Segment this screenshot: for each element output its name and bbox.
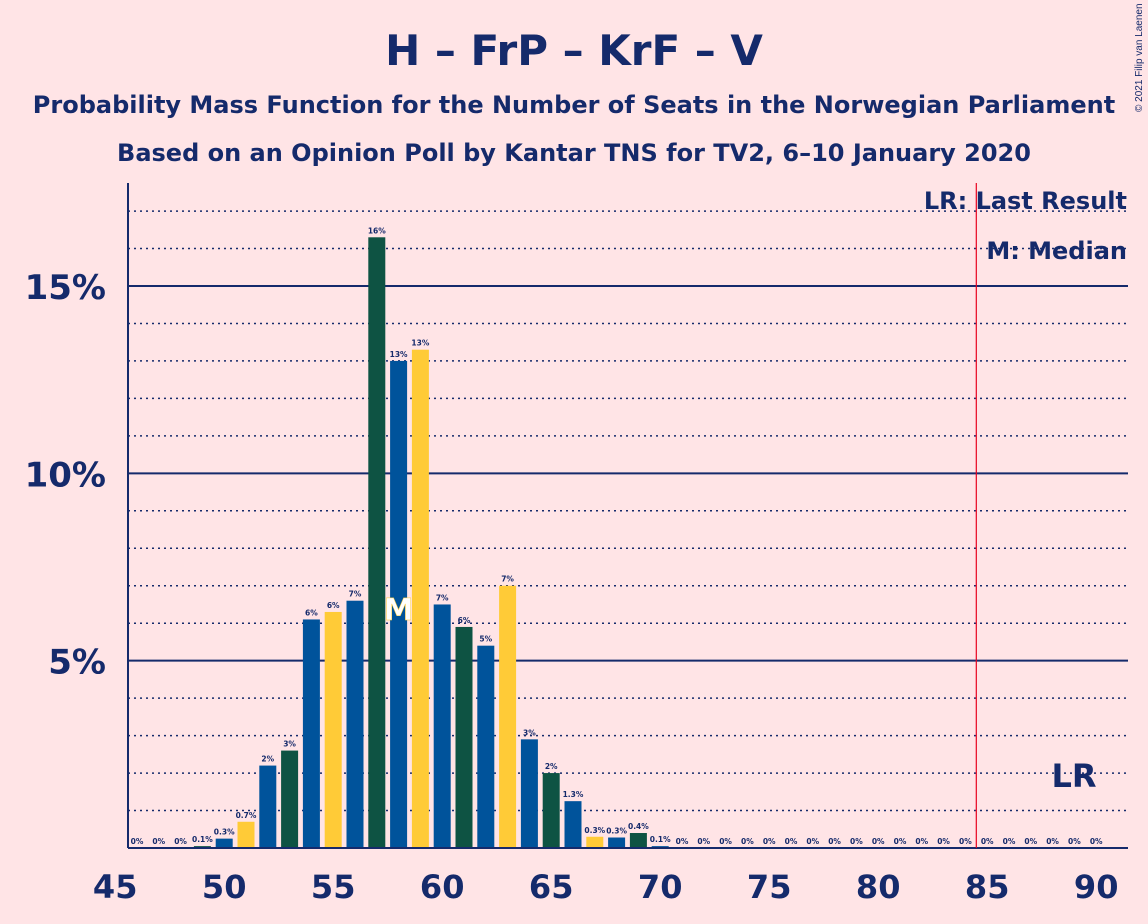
bar-label-seat-78: 0%	[828, 837, 841, 846]
bar-label-seat-83: 0%	[937, 837, 950, 846]
bar-label-seat-87: 0%	[1024, 837, 1037, 846]
bar-label-seat-62: 5%	[479, 635, 492, 644]
bar-label-seat-50: 0.3%	[214, 828, 235, 837]
chart-subtitle-1: Probability Mass Function for the Number…	[33, 91, 1115, 119]
bar-seat-57	[368, 237, 386, 848]
x-tick-label-75: 75	[747, 868, 792, 906]
bar-label-seat-52: 2%	[261, 755, 274, 764]
bar-label-seat-90: 0%	[1090, 837, 1103, 846]
x-tick-label-65: 65	[529, 868, 574, 906]
bar-label-seat-70: 0.1%	[650, 835, 671, 844]
x-tick-label-70: 70	[638, 868, 683, 906]
bar-seat-66	[564, 801, 582, 848]
grid-lines	[128, 210, 1128, 812]
bar-label-seat-51: 0.7%	[236, 811, 257, 820]
median-marker: M	[384, 593, 414, 628]
bar-label-seat-81: 0%	[894, 837, 907, 846]
copyright-note: © 2021 Filip van Laenen	[1134, 3, 1145, 112]
bar-seat-62	[477, 645, 495, 848]
chart-subtitle-2: Based on an Opinion Poll by Kantar TNS f…	[117, 139, 1031, 167]
bar-label-seat-89: 0%	[1068, 837, 1081, 846]
bar-label-seat-68: 0.3%	[606, 827, 627, 836]
y-tick-label-5: 5%	[48, 643, 106, 683]
bar-seat-68	[608, 837, 626, 848]
bar-label-seat-48: 0%	[174, 837, 187, 846]
last-result-marker: LR	[1051, 757, 1096, 795]
bar-seat-61	[455, 626, 473, 848]
bar-seat-54	[302, 619, 320, 848]
bar-label-seat-77: 0%	[806, 837, 819, 846]
bar-seat-50	[215, 838, 233, 848]
bar-label-seat-53: 3%	[283, 740, 296, 749]
bar-label-seat-57: 16%	[368, 226, 386, 235]
markers: LR M	[383, 183, 1097, 848]
bar-seat-64	[520, 739, 538, 848]
bar-label-seat-60: 7%	[436, 593, 449, 602]
x-tick-label-55: 55	[311, 868, 356, 906]
bar-label-seat-86: 0%	[1003, 837, 1016, 846]
bar-label-seat-54: 6%	[305, 608, 318, 617]
bar-label-seat-46: 0%	[131, 837, 144, 846]
bar-seat-55	[324, 611, 342, 848]
chart-title: H – FrP – KrF – V	[385, 26, 763, 75]
bar-label-seat-65: 2%	[545, 762, 558, 771]
bar-label-seat-74: 0%	[741, 837, 754, 846]
bar-seat-60	[433, 604, 451, 848]
bars	[193, 237, 669, 848]
x-tick-label-50: 50	[202, 868, 247, 906]
bar-label-seat-82: 0%	[915, 837, 928, 846]
bar-label-seat-72: 0%	[697, 837, 710, 846]
bar-seat-67	[586, 836, 604, 848]
bar-label-seat-63: 7%	[501, 575, 514, 584]
bar-label-seat-58: 13%	[390, 350, 408, 359]
bar-label-seat-67: 0.3%	[584, 826, 605, 835]
bar-label-seat-59: 13%	[411, 339, 429, 348]
legend-last-result: LR: Last Result	[924, 187, 1127, 215]
bar-seat-65	[542, 773, 560, 848]
bar-label-seat-76: 0%	[785, 837, 798, 846]
bar-seat-69	[629, 833, 647, 848]
bar-label-seat-66: 1.3%	[563, 790, 584, 799]
bar-label-seat-47: 0%	[152, 837, 165, 846]
bar-label-seat-69: 0.4%	[628, 822, 649, 831]
bar-label-seat-56: 7%	[349, 590, 362, 599]
bar-seat-52	[259, 765, 277, 848]
bar-seat-59	[411, 349, 429, 848]
bar-label-seat-49: 0.1%	[192, 835, 213, 844]
bar-label-seat-71: 0%	[676, 837, 689, 846]
bar-labels: 0% 0% 0% 0.1%0.3%0.7%2%3%6%6%7%16%13%13%7%6…	[131, 226, 1103, 846]
bar-seat-51	[237, 821, 255, 848]
x-tick-label-80: 80	[856, 868, 901, 906]
bar-label-seat-79: 0%	[850, 837, 863, 846]
y-tick-label-10: 10%	[25, 455, 106, 495]
bar-seat-56	[346, 600, 364, 848]
bar-label-seat-85: 0%	[981, 837, 994, 846]
bar-label-seat-75: 0%	[763, 837, 776, 846]
axes: 45 50 55 60 65 70 75 80 85 90 5% 10% 15%	[25, 183, 1128, 906]
y-tick-label-15: 15%	[25, 268, 106, 308]
x-tick-label-85: 85	[965, 868, 1010, 906]
bar-label-seat-61: 6%	[458, 616, 471, 625]
bar-label-seat-64: 3%	[523, 728, 536, 737]
bar-seat-58	[390, 360, 408, 848]
x-tick-label-90: 90	[1074, 868, 1119, 906]
bar-label-seat-73: 0%	[719, 837, 732, 846]
x-tick-label-60: 60	[420, 868, 465, 906]
x-tick-label-45: 45	[93, 868, 138, 906]
bar-label-seat-80: 0%	[872, 837, 885, 846]
bar-seat-63	[499, 585, 517, 848]
legend-median: M: Median	[986, 237, 1127, 265]
bar-label-seat-84: 0%	[959, 837, 972, 846]
bar-label-seat-55: 6%	[327, 601, 340, 610]
bar-seat-53	[281, 750, 299, 848]
bar-label-seat-88: 0%	[1046, 837, 1059, 846]
